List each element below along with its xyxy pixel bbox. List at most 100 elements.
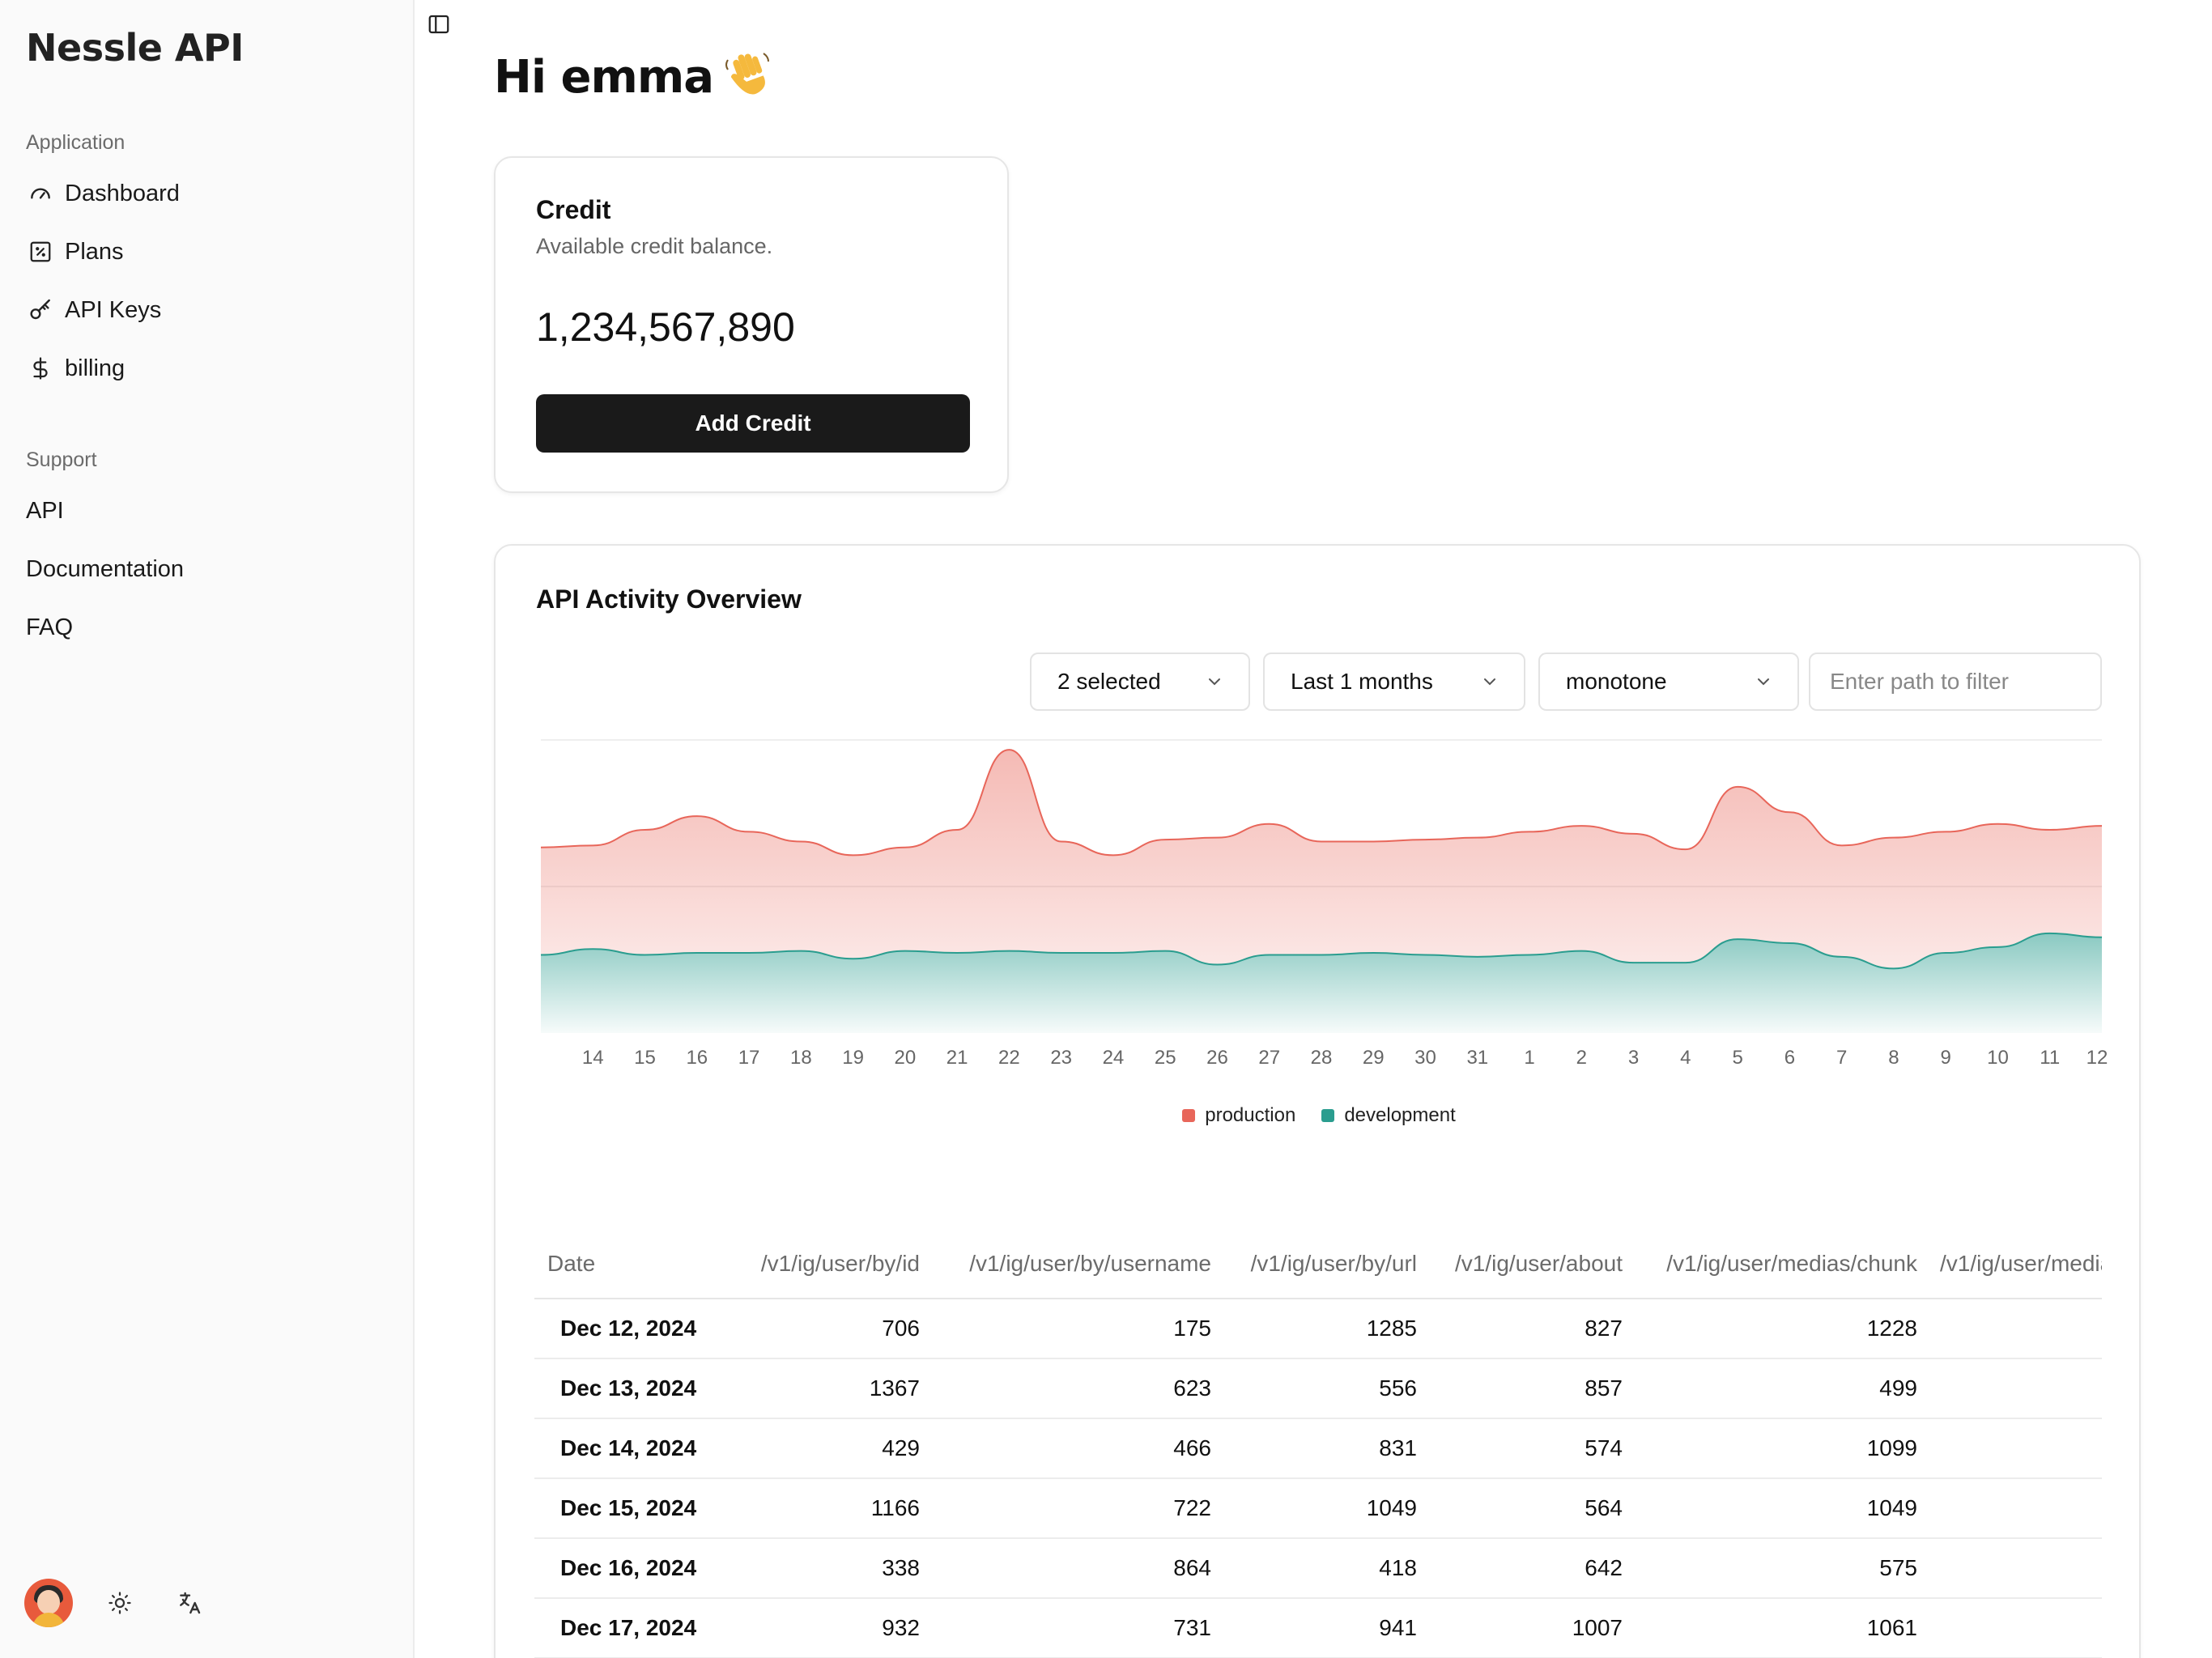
x-tick-label: 26 (1206, 1047, 1228, 1069)
production-line (540, 749, 2103, 857)
table-row: Dec 14, 2024 429 466 831 574 1099 (534, 1418, 2102, 1479)
count-cell: 1367 (729, 1358, 931, 1419)
count-cell: 1007 (1428, 1598, 1634, 1658)
chevron-down-icon (1209, 678, 1220, 686)
count-cell: 574 (1428, 1418, 1634, 1479)
x-tick-label: 1 (1524, 1047, 1534, 1069)
x-tick-label: 17 (738, 1047, 760, 1069)
credit-card: Credit Available credit balance. 1,234,5… (494, 156, 1009, 493)
sidebar-item-label: Documentation (26, 555, 185, 582)
x-tick-label: 30 (1414, 1047, 1436, 1069)
x-tick-label: 22 (998, 1047, 1020, 1069)
add-credit-button[interactable]: Add Credit (536, 394, 970, 453)
table-row: Dec 12, 2024 706 175 1285 827 1228 (534, 1299, 2102, 1359)
table-row: Dec 13, 2024 1367 623 556 857 499 (534, 1358, 2102, 1419)
table-header-row: Date /v1/ig/user/by/id /v1/ig/user/by/us… (534, 1229, 2102, 1299)
legend-swatch (1321, 1109, 1335, 1122)
support-group-label: Support (26, 449, 97, 471)
x-tick-label: 23 (1050, 1047, 1072, 1069)
column-header[interactable]: /v1/ig/user/by/username (931, 1229, 1223, 1299)
sidebar-toggle-icon[interactable] (423, 8, 455, 40)
count-cell: 941 (1223, 1598, 1428, 1658)
development-line (540, 932, 2103, 970)
legend-label: development (1344, 1104, 1456, 1126)
legend-item-production[interactable]: production (1182, 1104, 1295, 1127)
sidebar-item-label: Plans (65, 238, 124, 265)
count-cell: 175 (931, 1299, 1223, 1359)
legend-swatch (1182, 1109, 1196, 1122)
chart-legend: production development (496, 1104, 2142, 1127)
column-header[interactable]: /v1/ig/user/by/url (1223, 1229, 1428, 1299)
sidebar-item-api[interactable]: API (16, 486, 397, 536)
activity-title: API Activity Overview (536, 585, 802, 614)
endpoint-select-value: 2 selected (1057, 669, 1161, 694)
count-cell: 827 (1428, 1299, 1634, 1359)
percent-square-icon (26, 237, 55, 266)
column-header[interactable]: /v1/ig/user/medias/chunk (1634, 1229, 1929, 1299)
count-cell: 642 (1428, 1538, 1634, 1599)
x-tick-label: 2 (1576, 1047, 1587, 1069)
sun-icon[interactable] (97, 1580, 143, 1626)
count-cell (1929, 1418, 2102, 1479)
count-cell: 1099 (1634, 1418, 1929, 1479)
count-cell: 706 (729, 1299, 931, 1359)
sidebar-item-billing[interactable]: billing (16, 343, 397, 393)
x-tick-label: 6 (1784, 1047, 1795, 1069)
count-cell: 564 (1428, 1478, 1634, 1539)
x-tick-label: 3 (1628, 1047, 1639, 1069)
count-cell: 1228 (1634, 1299, 1929, 1359)
x-tick-label: 11 (2040, 1047, 2060, 1069)
legend-item-development[interactable]: development (1321, 1104, 1456, 1127)
count-cell: 1166 (729, 1478, 931, 1539)
x-tick-label: 15 (634, 1047, 656, 1069)
sidebar-item-label: billing (65, 355, 125, 381)
count-cell: 466 (931, 1418, 1223, 1479)
key-icon (26, 295, 55, 325)
count-cell: 338 (729, 1538, 931, 1599)
column-header[interactable]: /v1/ig/user/media (1929, 1229, 2102, 1299)
sidebar-item-api-keys[interactable]: API Keys (16, 285, 397, 335)
count-cell: 731 (931, 1598, 1223, 1658)
x-tick-label: 7 (1836, 1047, 1847, 1069)
x-tick-label: 14 (582, 1047, 604, 1069)
sidebar-item-documentation[interactable]: Documentation (16, 544, 397, 594)
sidebar-item-plans[interactable]: Plans (16, 227, 397, 277)
legend-label: production (1205, 1104, 1296, 1126)
count-cell: 722 (931, 1478, 1223, 1539)
count-cell: 1061 (1634, 1598, 1929, 1658)
x-tick-label: 25 (1155, 1047, 1176, 1069)
x-tick-label: 8 (1888, 1047, 1899, 1069)
column-header[interactable]: /v1/ig/user/by/id (729, 1229, 931, 1299)
x-tick-label: 28 (1311, 1047, 1333, 1069)
x-tick-label: 19 (842, 1047, 864, 1069)
count-cell: 857 (1428, 1358, 1634, 1419)
column-header[interactable]: /v1/ig/user/about (1428, 1229, 1634, 1299)
activity-table-container[interactable]: Date /v1/ig/user/by/id /v1/ig/user/by/us… (534, 1229, 2102, 1658)
table-row: Dec 16, 2024 338 864 418 642 575 (534, 1538, 2102, 1599)
sidebar-footer (24, 1579, 212, 1627)
sidebar-item-label: Dashboard (65, 180, 180, 206)
x-tick-label: 10 (1987, 1047, 2009, 1069)
column-header[interactable]: Date (534, 1229, 729, 1299)
gauge-icon (26, 179, 55, 208)
count-cell (1929, 1598, 2102, 1658)
curve-select[interactable]: monotone (1538, 653, 1799, 711)
sidebar-item-dashboard[interactable]: Dashboard (16, 168, 397, 219)
range-select[interactable]: Last 1 months (1263, 653, 1525, 711)
date-cell: Dec 12, 2024 (534, 1299, 729, 1359)
path-filter-input[interactable] (1809, 653, 2102, 711)
endpoint-select[interactable]: 2 selected (1030, 653, 1250, 711)
x-tick-label: 24 (1103, 1047, 1125, 1069)
sidebar-item-label: API Keys (65, 296, 162, 323)
avatar[interactable] (24, 1579, 73, 1627)
sidebar-item-faq[interactable]: FAQ (16, 602, 397, 653)
x-tick-label: 27 (1258, 1047, 1280, 1069)
count-cell: 556 (1223, 1358, 1428, 1419)
brand-title: Nessle API (26, 26, 244, 70)
date-cell: Dec 16, 2024 (534, 1538, 729, 1599)
x-tick-label: 12 (2087, 1047, 2108, 1069)
count-cell (1929, 1299, 2102, 1359)
count-cell: 1285 (1223, 1299, 1428, 1359)
x-tick-label: 16 (686, 1047, 708, 1069)
translate-icon[interactable] (167, 1580, 212, 1626)
